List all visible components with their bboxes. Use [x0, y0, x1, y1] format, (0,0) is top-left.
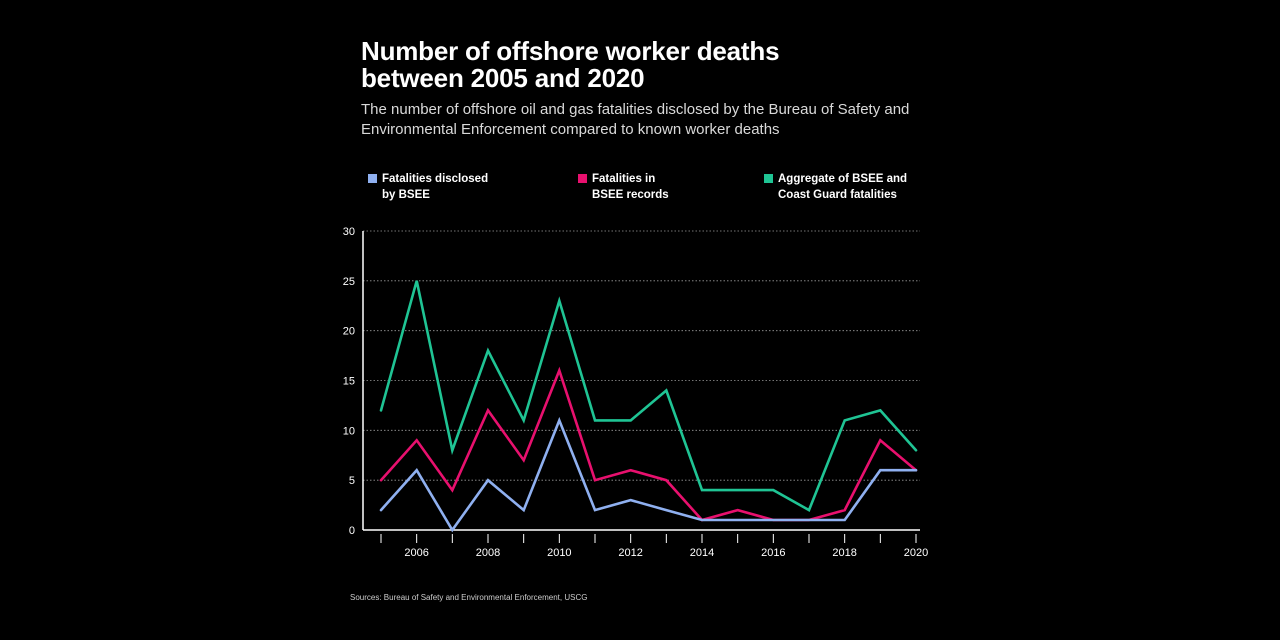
- legend-swatch-bsee-disclosed: [368, 174, 377, 183]
- x-tick-label-2018: 2018: [832, 547, 856, 559]
- y-tick-label-30: 30: [343, 226, 355, 238]
- legend-item-bsee-disclosed: Fatalities disclosed by BSEE: [368, 171, 542, 203]
- x-tick-label-2016: 2016: [761, 547, 785, 559]
- y-tick-label-10: 10: [343, 425, 355, 437]
- x-tick-label-2010: 2010: [547, 547, 571, 559]
- legend-swatch-aggregate: [764, 174, 773, 183]
- x-tick-label-2006: 2006: [404, 547, 428, 559]
- y-tick-label-20: 20: [343, 326, 355, 338]
- legend-label-bsee-records: Fatalities in BSEE records: [592, 173, 669, 201]
- x-tick-label-2008: 2008: [476, 547, 500, 559]
- source-note: Sources: Bureau of Safety and Environmen…: [350, 593, 588, 602]
- series-line-bsee-records: [379, 366, 918, 522]
- legend-label-bsee-disclosed: Fatalities disclosed by BSEE: [382, 173, 489, 201]
- y-tick-label-15: 15: [343, 376, 355, 388]
- chart-title-text: Number of offshore worker deaths between…: [361, 36, 780, 93]
- y-tick-label-25: 25: [343, 276, 355, 288]
- y-tick-label-5: 5: [349, 475, 355, 487]
- x-tick-label-2012: 2012: [618, 547, 642, 559]
- series-line-bsee-disclosed: [379, 416, 918, 533]
- chart-subtitle: The number of offshore oil and gas fatal…: [361, 101, 910, 138]
- x-tick-label-2020: 2020: [904, 547, 928, 559]
- legend-item-bsee-records: Fatalities in BSEE records: [578, 171, 752, 203]
- x-tick-label-2014: 2014: [690, 547, 714, 559]
- y-tick-label-0: 0: [349, 525, 355, 537]
- chart-title: Number of offshore worker deaths between…: [361, 38, 921, 92]
- series-line-aggregate: [379, 280, 918, 512]
- legend-swatch-bsee-records: [578, 174, 587, 183]
- legend-label-aggregate: Aggregate of BSEE and Coast Guard fatali…: [778, 173, 908, 201]
- legend-item-aggregate: Aggregate of BSEE and Coast Guard fatali…: [764, 171, 938, 203]
